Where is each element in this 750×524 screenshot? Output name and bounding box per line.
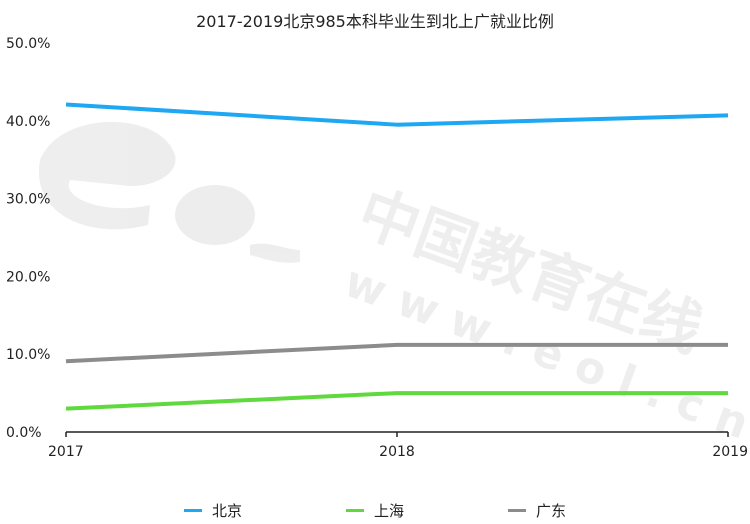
legend-label-guangdong: 广东: [536, 502, 567, 520]
legend-swatch-shanghai: [345, 509, 364, 512]
legend-item-guangdong[interactable]: 广东: [508, 500, 566, 521]
legend-label-beijing: 北京: [211, 502, 242, 520]
series-line-0: [65, 102, 729, 127]
series-line-2: [65, 342, 728, 364]
x-tick-label: 2019: [712, 444, 748, 460]
y-tick-label: 40.0%: [6, 114, 50, 130]
legend-swatch-beijing: [183, 509, 202, 512]
axes: [65, 431, 729, 437]
legend-item-beijing[interactable]: 北京: [183, 500, 242, 521]
legend: 北京 上海 广东: [0, 500, 750, 521]
tick-labels: 0.0% 10.0% 20.0% 30.0% 40.0% 50.0% 2017 2018 201…: [6, 36, 748, 460]
y-tick-label: 10.0%: [6, 347, 50, 363]
legend-label-shanghai: 上海: [373, 502, 404, 520]
series-lines: [65, 102, 729, 411]
y-tick-label: 0.0%: [6, 425, 42, 441]
legend-item-shanghai[interactable]: 上海: [345, 500, 404, 521]
y-tick-label: 50.0%: [6, 36, 50, 52]
chart-title: 2017-2019北京985本科毕业生到北上广就业比例: [196, 12, 554, 31]
x-tick-label: 2017: [48, 444, 84, 460]
y-tick-label: 20.0%: [6, 269, 50, 285]
series-line-1: [65, 391, 728, 411]
y-tick-label: 30.0%: [6, 192, 50, 208]
x-tick-label: 2018: [379, 444, 415, 460]
legend-swatch-guangdong: [508, 509, 526, 512]
